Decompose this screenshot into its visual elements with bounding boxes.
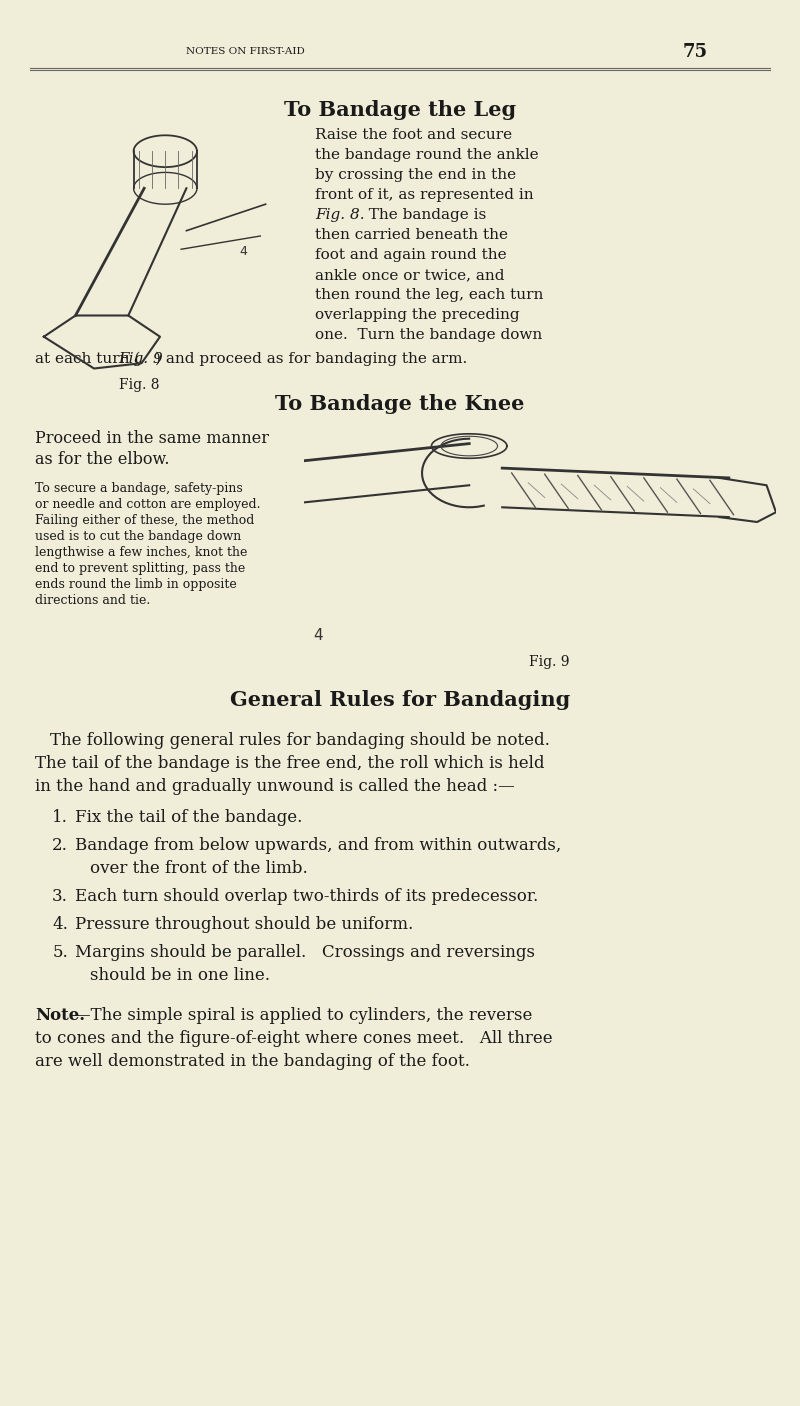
Text: Fig. 9: Fig. 9: [529, 655, 570, 669]
Text: 1.: 1.: [52, 808, 68, 825]
Text: or needle and cotton are employed.: or needle and cotton are employed.: [35, 498, 261, 510]
Text: overlapping the preceding: overlapping the preceding: [315, 308, 520, 322]
Text: to cones and the figure-of-eight where cones meet.   All three: to cones and the figure-of-eight where c…: [35, 1031, 553, 1047]
Text: ends round the limb in opposite: ends round the limb in opposite: [35, 578, 237, 591]
Text: 2.: 2.: [52, 837, 68, 853]
Text: are well demonstrated in the bandaging of the foot.: are well demonstrated in the bandaging o…: [35, 1053, 470, 1070]
Text: Bandage from below upwards, and from within outwards,: Bandage from below upwards, and from wit…: [75, 837, 562, 853]
Text: $\mathit{4}$: $\mathit{4}$: [314, 627, 324, 643]
Text: The bandage is: The bandage is: [359, 208, 486, 222]
Text: in the hand and gradually unwound is called the head :—: in the hand and gradually unwound is cal…: [35, 778, 514, 794]
Text: To Bandage the Knee: To Bandage the Knee: [275, 394, 525, 413]
Text: by crossing the end in the: by crossing the end in the: [315, 167, 516, 181]
Text: front of it, as represented in: front of it, as represented in: [315, 188, 534, 202]
Text: Fig. 8.: Fig. 8.: [315, 208, 365, 222]
Text: the bandage round the ankle: the bandage round the ankle: [315, 148, 538, 162]
Text: $\mathit{4}$: $\mathit{4}$: [239, 245, 249, 257]
Text: 3.: 3.: [52, 889, 68, 905]
Text: used is to cut the bandage down: used is to cut the bandage down: [35, 530, 242, 543]
Text: lengthwise a few inches, knot the: lengthwise a few inches, knot the: [35, 546, 247, 560]
Text: Failing either of these, the method: Failing either of these, the method: [35, 515, 254, 527]
Text: 5.: 5.: [52, 943, 68, 960]
Text: Fig. 8: Fig. 8: [118, 378, 159, 392]
Text: General Rules for Bandaging: General Rules for Bandaging: [230, 690, 570, 710]
Text: as for the elbow.: as for the elbow.: [35, 451, 170, 468]
Text: at each turn (: at each turn (: [35, 352, 140, 366]
Text: Pressure throughout should be uniform.: Pressure throughout should be uniform.: [75, 915, 414, 934]
Text: Note.: Note.: [35, 1007, 85, 1024]
Text: The tail of the bandage is the free end, the roll which is held: The tail of the bandage is the free end,…: [35, 755, 545, 772]
Text: over the front of the limb.: over the front of the limb.: [90, 860, 308, 877]
Text: Raise the foot and secure: Raise the foot and secure: [315, 128, 512, 142]
Text: The following general rules for bandaging should be noted.: The following general rules for bandagin…: [50, 733, 550, 749]
Text: Each turn should overlap two-thirds of its predecessor.: Each turn should overlap two-thirds of i…: [75, 889, 538, 905]
Text: then carried beneath the: then carried beneath the: [315, 228, 508, 242]
Text: ankle once or twice, and: ankle once or twice, and: [315, 269, 505, 283]
Text: —The simple spiral is applied to cylinders, the reverse: —The simple spiral is applied to cylinde…: [74, 1007, 532, 1024]
Text: end to prevent splitting, pass the: end to prevent splitting, pass the: [35, 562, 246, 575]
Text: To secure a bandage, safety-pins: To secure a bandage, safety-pins: [35, 482, 242, 495]
Text: ) and proceed as for bandaging the arm.: ) and proceed as for bandaging the arm.: [155, 352, 467, 367]
Text: Fig. 9: Fig. 9: [118, 352, 163, 366]
Text: 4.: 4.: [52, 915, 68, 934]
Text: To Bandage the Leg: To Bandage the Leg: [284, 100, 516, 120]
Text: Proceed in the same manner: Proceed in the same manner: [35, 430, 269, 447]
Text: 75: 75: [682, 44, 707, 60]
Text: should be in one line.: should be in one line.: [90, 967, 270, 984]
Text: NOTES ON FIRST-AID: NOTES ON FIRST-AID: [186, 48, 304, 56]
Text: directions and tie.: directions and tie.: [35, 593, 150, 607]
Text: Margins should be parallel.   Crossings and reversings: Margins should be parallel. Crossings an…: [75, 943, 535, 960]
Text: Fix the tail of the bandage.: Fix the tail of the bandage.: [75, 808, 302, 825]
Text: then round the leg, each turn: then round the leg, each turn: [315, 288, 543, 302]
Text: foot and again round the: foot and again round the: [315, 247, 506, 262]
Text: one.  Turn the bandage down: one. Turn the bandage down: [315, 328, 542, 342]
